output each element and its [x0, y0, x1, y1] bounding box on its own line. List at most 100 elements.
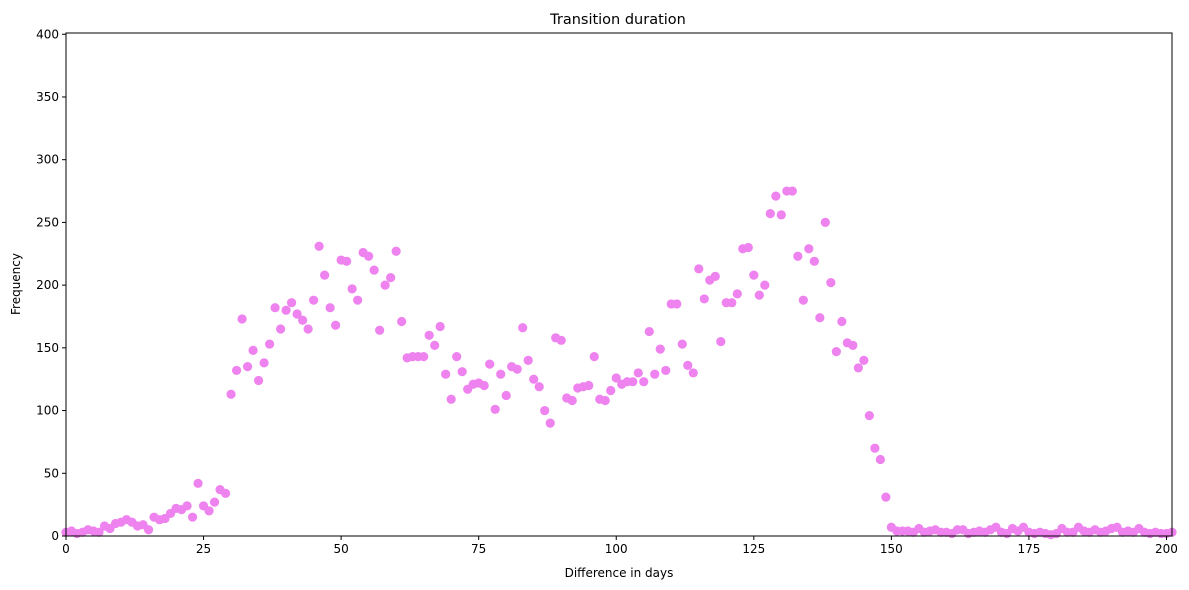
- data-point: [837, 316, 847, 327]
- data-point: [353, 295, 363, 305]
- data-point: [870, 443, 880, 453]
- data-point: [650, 369, 660, 379]
- data-point: [661, 365, 671, 376]
- data-point: [699, 294, 709, 304]
- data-point: [276, 324, 286, 334]
- data-point: [292, 309, 302, 319]
- x-tick-label: 100: [605, 542, 628, 556]
- data-point: [281, 305, 291, 315]
- data-point: [628, 377, 638, 387]
- data-point: [182, 501, 192, 511]
- data-points: [61, 186, 1177, 540]
- data-point: [633, 368, 643, 378]
- y-axis-label: Frequency: [9, 253, 23, 315]
- data-point: [342, 256, 352, 266]
- data-point: [820, 217, 830, 228]
- data-point: [826, 278, 836, 288]
- y-tick-label: 0: [51, 529, 59, 543]
- data-point: [677, 339, 687, 349]
- x-axis-ticks: 0 25 50 75 100 125 150 175 200: [62, 536, 1178, 556]
- data-point: [231, 365, 242, 376]
- data-point: [606, 385, 616, 396]
- data-point: [435, 321, 445, 332]
- data-point: [501, 390, 511, 401]
- data-point: [441, 369, 451, 379]
- y-tick-label: 150: [36, 341, 59, 355]
- data-point: [298, 315, 308, 325]
- x-tick-label: 200: [1155, 542, 1178, 556]
- plot-frame: [65, 32, 1173, 537]
- data-point: [287, 298, 297, 308]
- data-point: [452, 352, 462, 362]
- data-point: [600, 395, 610, 406]
- data-point: [204, 506, 214, 516]
- data-point: [853, 363, 863, 373]
- data-point: [716, 336, 726, 347]
- data-point: [672, 299, 682, 309]
- x-tick-label: 175: [1017, 542, 1040, 556]
- data-point: [787, 186, 797, 196]
- data-point: [391, 246, 401, 256]
- data-point: [804, 244, 814, 254]
- data-point: [529, 374, 539, 384]
- data-point: [864, 410, 874, 421]
- data-point: [771, 191, 781, 201]
- data-point: [749, 270, 759, 280]
- y-tick-label: 50: [44, 466, 59, 480]
- data-point: [534, 382, 544, 392]
- data-point: [567, 395, 577, 406]
- data-point: [523, 355, 533, 365]
- data-point: [727, 298, 737, 308]
- data-point: [584, 380, 594, 391]
- x-tick-label: 25: [196, 542, 211, 556]
- y-tick-label: 400: [36, 27, 59, 41]
- data-point: [743, 242, 753, 253]
- data-point: [496, 369, 506, 379]
- data-point: [556, 335, 566, 345]
- data-point: [314, 241, 324, 251]
- data-point: [655, 344, 665, 354]
- data-point: [380, 280, 390, 290]
- data-point: [754, 290, 764, 300]
- data-point: [237, 314, 247, 324]
- data-point: [793, 251, 803, 261]
- data-point: [540, 405, 550, 416]
- data-point: [831, 347, 841, 357]
- data-point: [259, 358, 269, 368]
- data-point: [193, 478, 203, 488]
- data-point: [798, 295, 808, 305]
- y-axis-ticks: 0 50 100 150 200 250 300 350 400: [36, 27, 66, 543]
- data-point: [248, 345, 258, 355]
- x-tick-label: 0: [62, 542, 70, 556]
- data-point: [397, 316, 407, 327]
- data-point: [457, 367, 467, 377]
- data-point: [309, 295, 319, 305]
- data-point: [683, 360, 693, 371]
- chart-title: Transition duration: [549, 12, 686, 28]
- data-point: [688, 368, 698, 378]
- data-point: [430, 340, 440, 350]
- data-point: [815, 313, 825, 323]
- data-point: [760, 280, 770, 290]
- y-tick-label: 350: [36, 90, 59, 104]
- data-point: [644, 326, 654, 337]
- x-tick-label: 75: [471, 542, 486, 556]
- data-point: [226, 389, 236, 399]
- data-point: [424, 330, 434, 340]
- data-point: [375, 325, 385, 335]
- data-point: [369, 265, 379, 275]
- x-tick-label: 150: [880, 542, 903, 556]
- data-point: [639, 377, 649, 387]
- data-point: [512, 364, 522, 374]
- data-point: [386, 273, 396, 283]
- data-point: [518, 323, 528, 333]
- data-point: [220, 488, 231, 498]
- y-tick-label: 250: [36, 215, 59, 229]
- data-point: [809, 256, 819, 266]
- x-tick-label: 125: [742, 542, 765, 556]
- x-axis-label: Difference in days: [565, 566, 674, 580]
- data-point: [347, 284, 357, 294]
- data-point: [320, 270, 330, 280]
- data-point: [446, 394, 456, 404]
